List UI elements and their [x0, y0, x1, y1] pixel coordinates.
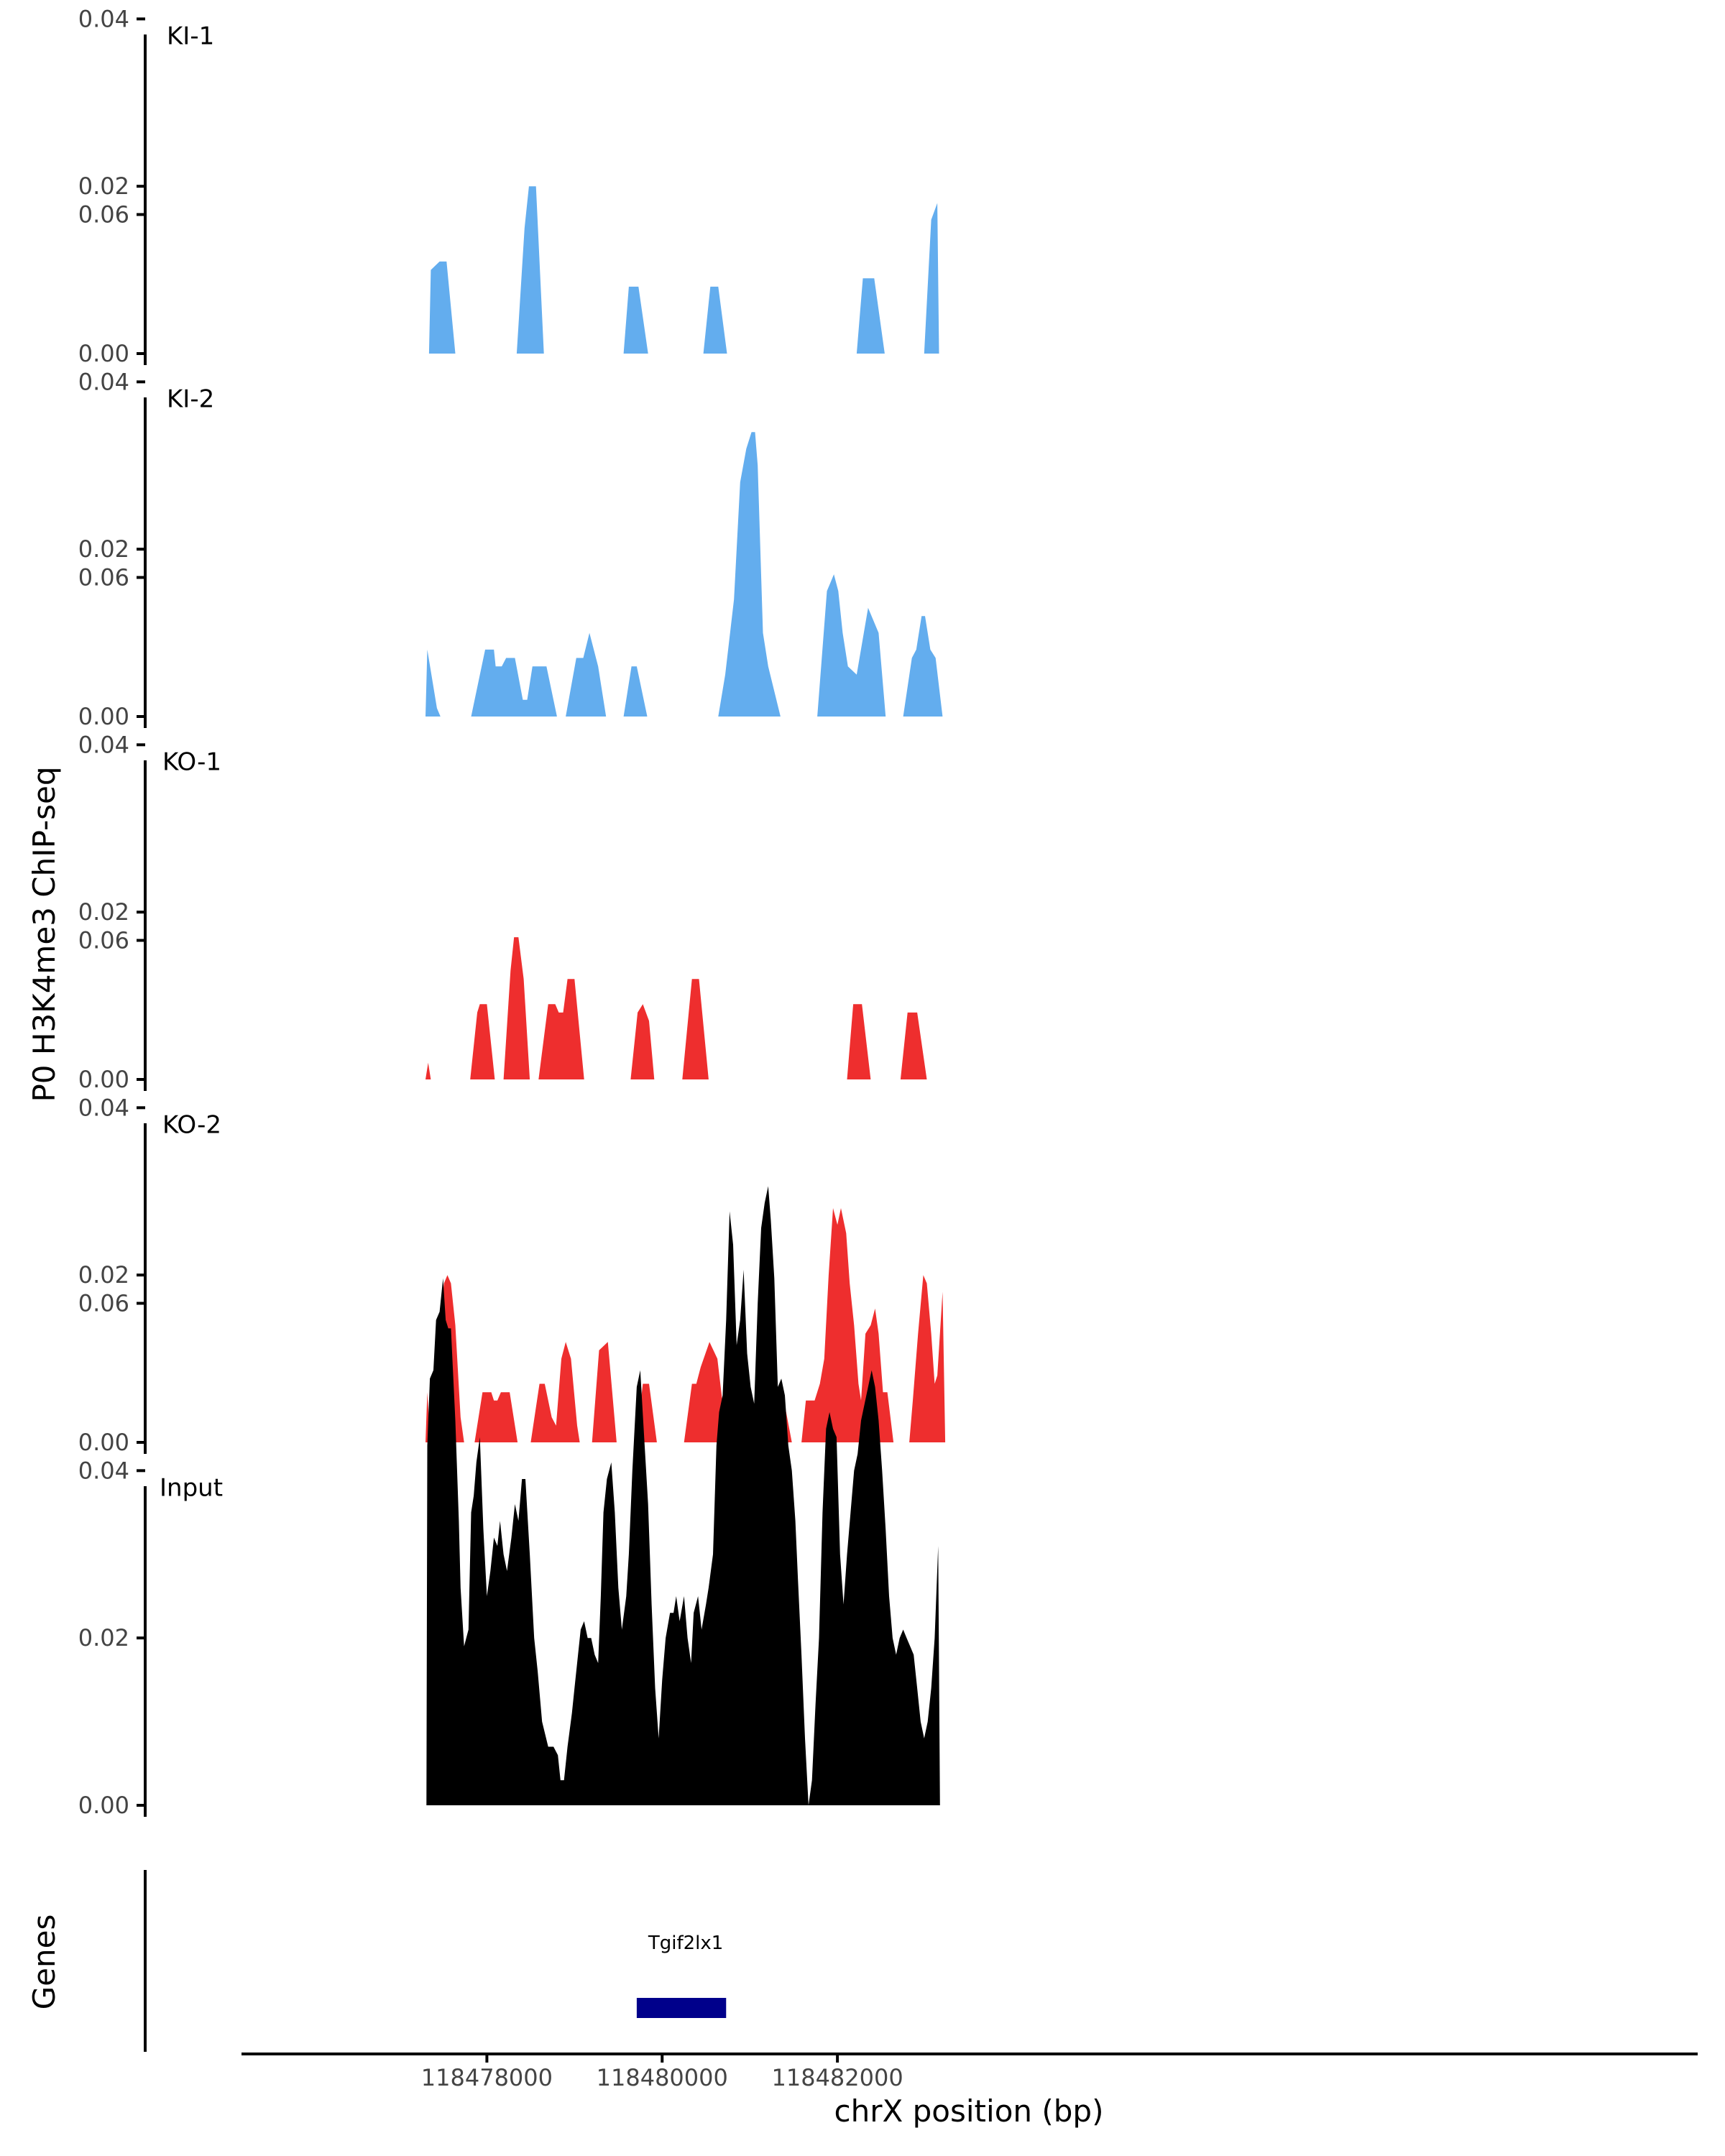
- coverage-area-ko-1: [426, 937, 929, 1079]
- track-ki-1: 0.00 0.02 0.04 0.06 KI-1: [78, 5, 939, 367]
- y-axis-title: P0 H3K4me3 ChIP-seq: [27, 766, 62, 1102]
- track-label: KI-2: [167, 384, 214, 413]
- x-tick-label: 118480000: [597, 2064, 728, 2091]
- track-ki-2: 0.00 0.02 0.04 0.06 KI-2: [78, 201, 943, 730]
- track-ko-1: 0.00 0.02 0.04 0.06 KO-1: [78, 564, 929, 1093]
- y-tick-label: 0.02: [78, 535, 129, 563]
- y-tick-label: 0.02: [78, 898, 129, 926]
- y-tick-label: 0.00: [78, 1429, 129, 1456]
- x-tick-label: 118478000: [421, 2064, 553, 2091]
- y-tick-label: 0.00: [78, 340, 129, 367]
- track-label: KI-1: [167, 22, 214, 50]
- track-label: KO-2: [162, 1110, 221, 1139]
- y-tick-label: 0.00: [78, 703, 129, 730]
- y-tick-label: 0.06: [78, 927, 129, 954]
- coverage-area-ki-2: [426, 432, 943, 717]
- y-tick-label: 0.06: [78, 564, 129, 591]
- x-axis-title: chrX position (bp): [834, 2093, 1104, 2129]
- gene-label: Tgif2lx1: [648, 1932, 723, 1954]
- y-tick-label: 0.02: [78, 1624, 129, 1651]
- y-tick-label: 0.00: [78, 1792, 129, 1819]
- track-label: Input: [160, 1473, 223, 1502]
- track-ko-2: 0.00 0.02 0.04 0.06 KO-2: [78, 927, 946, 1456]
- genes-axis-title: Genes: [27, 1915, 62, 2010]
- y-tick-label: 0.06: [78, 1290, 129, 1317]
- tracks-layer: 0.00 0.02 0.04 0.06 KI-1 0.00 0.02 0.04 0.06 KI-2…: [78, 5, 946, 1819]
- track-input: 0.00 0.02 0.04 0.06 Input: [78, 1186, 940, 1819]
- y-tick-label: 0.02: [78, 1261, 129, 1289]
- y-tick-label: 0.04: [78, 1094, 129, 1121]
- y-tick-label: 0.02: [78, 172, 129, 200]
- gene-bar: [636, 1998, 727, 2018]
- y-tick-label: 0.04: [78, 368, 129, 395]
- x-tick-label: 118482000: [771, 2064, 903, 2091]
- coverage-area-ki-1: [428, 186, 939, 354]
- y-tick-label: 0.04: [78, 731, 129, 758]
- coverage-area-ko-2: [426, 1208, 946, 1442]
- coverage-area-input: [426, 1186, 940, 1805]
- y-tick-label: 0.04: [78, 5, 129, 32]
- y-tick-label: 0.00: [78, 1066, 129, 1093]
- genes-panel: Tgif2lx1: [144, 1870, 727, 2052]
- y-tick-label: 0.06: [78, 201, 129, 229]
- y-tick-label: 0.04: [78, 1457, 129, 1484]
- track-label: KO-1: [162, 747, 221, 776]
- x-axis: 118478000 118480000 118482000: [242, 2053, 1698, 2091]
